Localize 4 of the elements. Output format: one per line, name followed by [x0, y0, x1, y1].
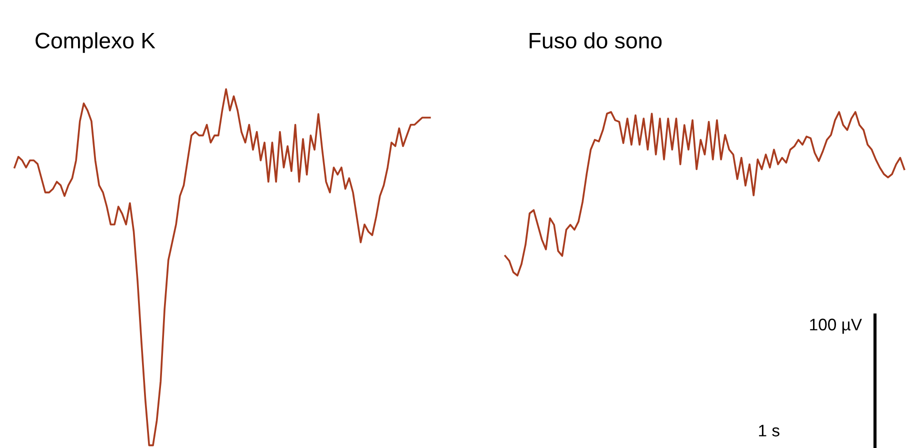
text: 100 µV — [810, 318, 862, 334]
text: 1 s — [759, 424, 780, 436]
chart-title: Fuso do sono — [530, 32, 662, 49]
chart-title: Complexo K — [36, 32, 156, 53]
